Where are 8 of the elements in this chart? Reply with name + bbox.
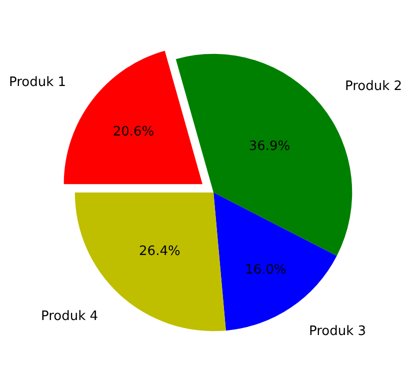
slice-label: Produk 3 (309, 324, 366, 339)
slice-label: Produk 2 (345, 79, 402, 94)
data-label: 16.0% (245, 262, 286, 278)
slice-label: Produk 1 (9, 75, 66, 90)
data-label: 26.4% (139, 244, 180, 259)
data-label: 36.9% (248, 139, 290, 154)
slice-label: Produk 4 (41, 309, 98, 324)
data-label: 20.6% (112, 124, 154, 140)
